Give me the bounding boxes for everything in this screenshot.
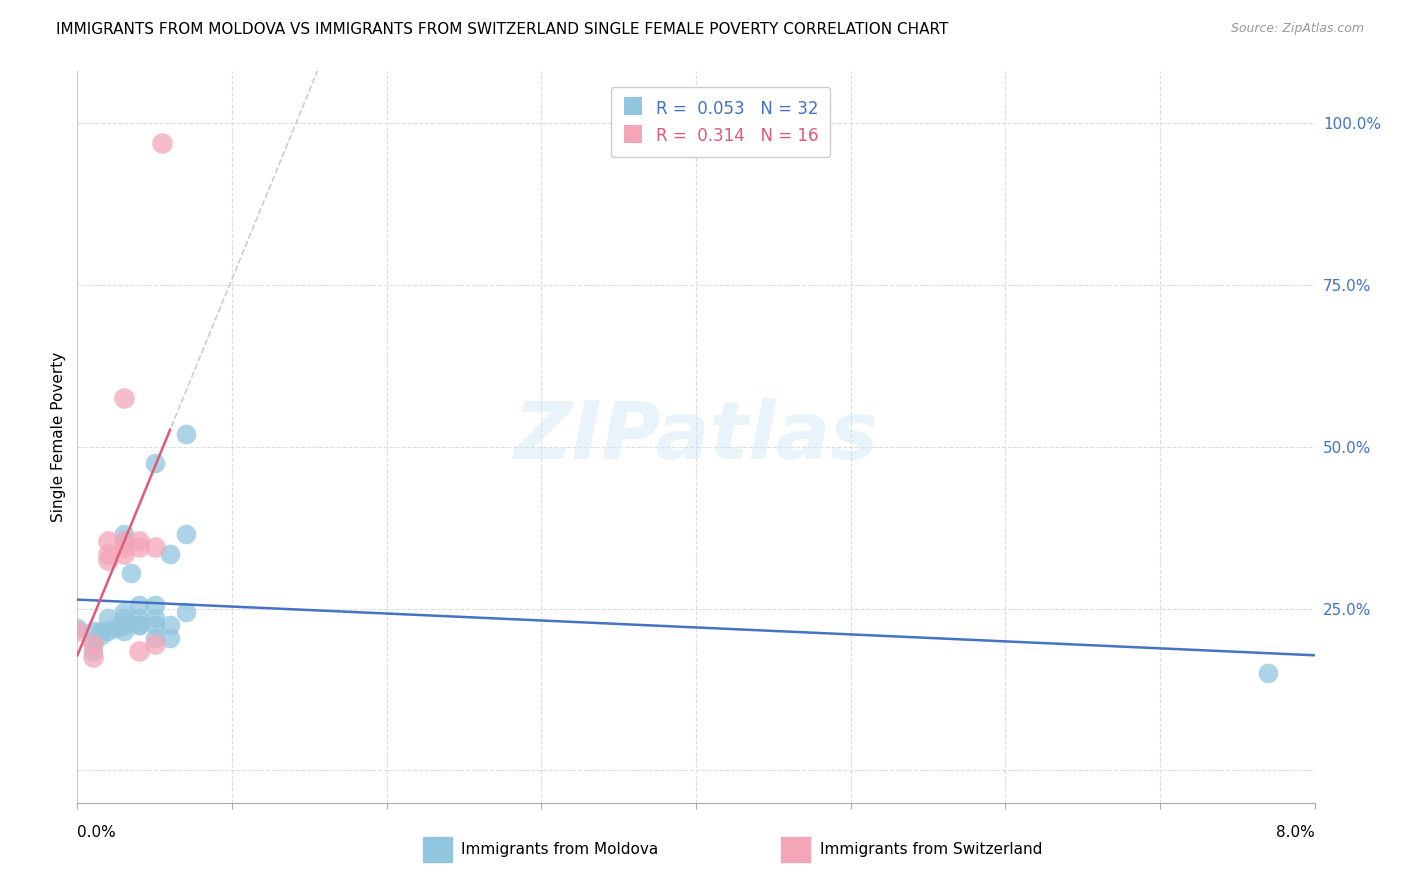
Point [159,617,181,632]
Point [82,624,104,639]
Point [105,621,127,635]
Point [112,533,135,548]
Point [128,611,150,625]
Point [128,599,150,613]
Point [82,634,104,648]
Text: Immigrants from Moldova: Immigrants from Moldova [461,842,658,857]
Point [90,627,112,641]
Point [82,650,104,665]
Legend: R =  0.053   N = 32, R =  0.314   N = 16: R = 0.053 N = 32, R = 0.314 N = 16 [612,87,831,157]
Text: 8.0%: 8.0% [1275,825,1315,840]
Text: Source: ZipAtlas.com: Source: ZipAtlas.com [1230,22,1364,36]
Point [174,605,197,619]
Point [143,540,166,554]
Point [159,631,181,645]
Point [97,611,120,625]
Point [97,547,120,561]
Point [112,391,135,405]
Point [143,617,166,632]
Point [128,540,150,554]
Point [174,426,197,441]
Point [159,547,181,561]
Point [112,540,135,554]
Text: Immigrants from Switzerland: Immigrants from Switzerland [820,842,1042,857]
Point [112,605,135,619]
Point [1257,666,1279,681]
Point [143,631,166,645]
Point [128,617,150,632]
Text: IMMIGRANTS FROM MOLDOVA VS IMMIGRANTS FROM SWITZERLAND SINGLE FEMALE POVERTY COR: IMMIGRANTS FROM MOLDOVA VS IMMIGRANTS FR… [56,22,949,37]
Text: 0.0%: 0.0% [77,825,117,840]
Point [112,611,135,625]
Point [112,547,135,561]
Point [128,533,150,548]
Point [152,136,174,150]
Point [97,533,120,548]
Y-axis label: Single Female Poverty: Single Female Poverty [51,352,66,522]
Point [143,637,166,651]
Point [128,643,150,657]
Point [112,624,135,639]
Point [174,527,197,541]
Point [112,533,135,548]
Point [90,624,112,639]
Text: ZIPatlas: ZIPatlas [513,398,879,476]
Point [82,643,104,657]
Point [143,456,166,470]
Point [66,621,89,635]
Point [143,611,166,625]
Point [128,617,150,632]
Point [143,599,166,613]
Point [112,617,135,632]
Point [121,566,143,580]
Point [97,624,120,639]
Point [97,553,120,567]
Point [66,624,89,639]
Point [112,527,135,541]
Point [82,637,104,651]
